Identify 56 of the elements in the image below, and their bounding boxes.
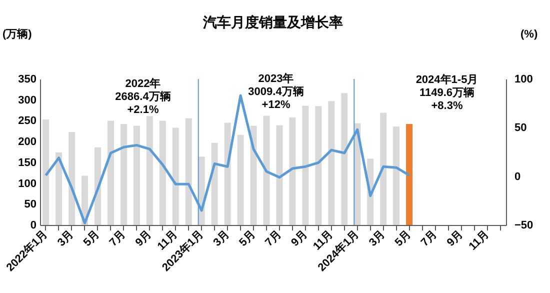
annotation: 2024年1-5月 1149.6万辆 +8.3% xyxy=(416,73,478,112)
bar xyxy=(302,106,309,225)
bar xyxy=(42,119,50,225)
bar xyxy=(315,106,322,225)
y-tick-label: 0 xyxy=(30,220,36,232)
annotation: 2022年 2686.4万辆 +2.1% xyxy=(115,77,171,116)
bar xyxy=(185,118,192,225)
chart-title: 汽车月度销量及增长率 xyxy=(202,14,343,30)
bar xyxy=(250,126,257,225)
y-tick-label: 250 xyxy=(18,115,36,128)
bar xyxy=(172,128,179,225)
bar xyxy=(276,125,283,225)
y-axis-title: (万辆) xyxy=(2,28,32,40)
y2-tick-label: 50 xyxy=(514,122,527,134)
y-tick-label: 50 xyxy=(24,198,36,211)
y-tick-label: 100 xyxy=(18,178,36,190)
bar xyxy=(133,126,140,225)
bar xyxy=(224,122,231,225)
y2-tick-label: 0 xyxy=(514,170,521,183)
bar xyxy=(146,116,153,225)
bar xyxy=(94,147,102,225)
y2-tick-label: −50 xyxy=(514,220,534,232)
y2-tick-label: 100 xyxy=(514,74,533,86)
y-tick-label: 350 xyxy=(18,74,36,86)
bar xyxy=(237,134,244,225)
y-tick-label: 200 xyxy=(18,136,36,148)
x-tick-label: 9月 xyxy=(133,228,154,249)
bar xyxy=(263,116,270,225)
y2-axis-title: (%) xyxy=(520,28,538,40)
bar xyxy=(108,120,114,225)
bar xyxy=(341,93,348,225)
bar xyxy=(120,124,127,225)
x-tick-label: 5月 xyxy=(81,228,102,249)
bar xyxy=(289,117,296,225)
x-tick-label: 9月 xyxy=(289,228,310,249)
bar xyxy=(159,120,166,225)
annotation: 2023年 3009.4万辆 +12% xyxy=(248,72,304,111)
bar xyxy=(56,152,62,225)
x-tick-label: 7月 xyxy=(263,228,284,249)
x-tick-label: 7月 xyxy=(107,228,128,249)
x-tick-label: 3月 xyxy=(55,228,76,249)
bar xyxy=(393,126,400,225)
x-tick-label: 5月 xyxy=(392,228,414,249)
bar xyxy=(68,132,76,225)
x-tick-label: 3月 xyxy=(366,228,388,249)
bar xyxy=(211,142,218,225)
y-tick-label: 300 xyxy=(18,94,36,106)
bar xyxy=(380,112,387,225)
x-tick-label: 5月 xyxy=(237,228,258,249)
x-tick-label: 11月 xyxy=(466,228,492,253)
x-tick-label: 3月 xyxy=(211,228,232,249)
x-tick-label: 9月 xyxy=(444,228,466,249)
x-tick-label: 7月 xyxy=(418,228,440,249)
bar xyxy=(406,124,413,225)
y-tick-label: 150 xyxy=(18,156,36,169)
bar xyxy=(328,101,335,225)
